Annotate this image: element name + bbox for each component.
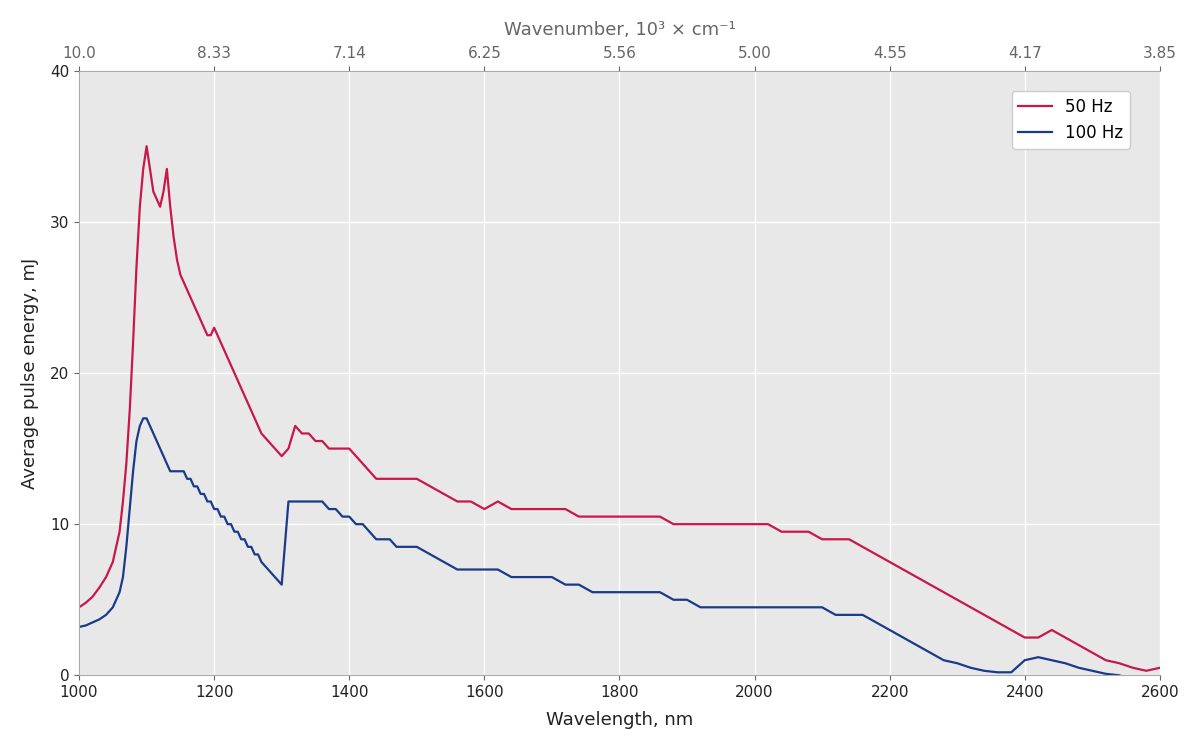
- 50 Hz: [545, 505, 559, 514]
- Y-axis label: Average pulse energy, mJ: Average pulse energy, mJ: [20, 257, 38, 489]
- 100 Hz: [896, 633, 911, 642]
- 50 Hz: [896, 565, 911, 574]
- 100 Hz: [478, 565, 492, 574]
- 50 Hz: [450, 497, 464, 506]
- 100 Hz: [136, 414, 150, 423]
- Legend: 50 Hz, 100 Hz: 50 Hz, 100 Hz: [1012, 91, 1130, 148]
- 50 Hz: [478, 505, 492, 514]
- 100 Hz: [113, 588, 127, 597]
- 50 Hz: [1139, 666, 1153, 675]
- 100 Hz: [72, 622, 86, 632]
- 50 Hz: [113, 527, 127, 536]
- 100 Hz: [1153, 679, 1168, 688]
- X-axis label: Wavelength, nm: Wavelength, nm: [546, 711, 694, 729]
- 50 Hz: [72, 603, 86, 612]
- 50 Hz: [139, 142, 154, 151]
- Line: 100 Hz: 100 Hz: [79, 419, 1160, 683]
- 50 Hz: [1044, 626, 1058, 634]
- 100 Hz: [450, 565, 464, 574]
- 100 Hz: [1044, 656, 1058, 664]
- 100 Hz: [1139, 679, 1153, 688]
- 50 Hz: [1153, 663, 1168, 672]
- X-axis label: Wavenumber, 10³ × cm⁻¹: Wavenumber, 10³ × cm⁻¹: [504, 21, 736, 39]
- Line: 50 Hz: 50 Hz: [79, 146, 1160, 670]
- 100 Hz: [545, 572, 559, 581]
